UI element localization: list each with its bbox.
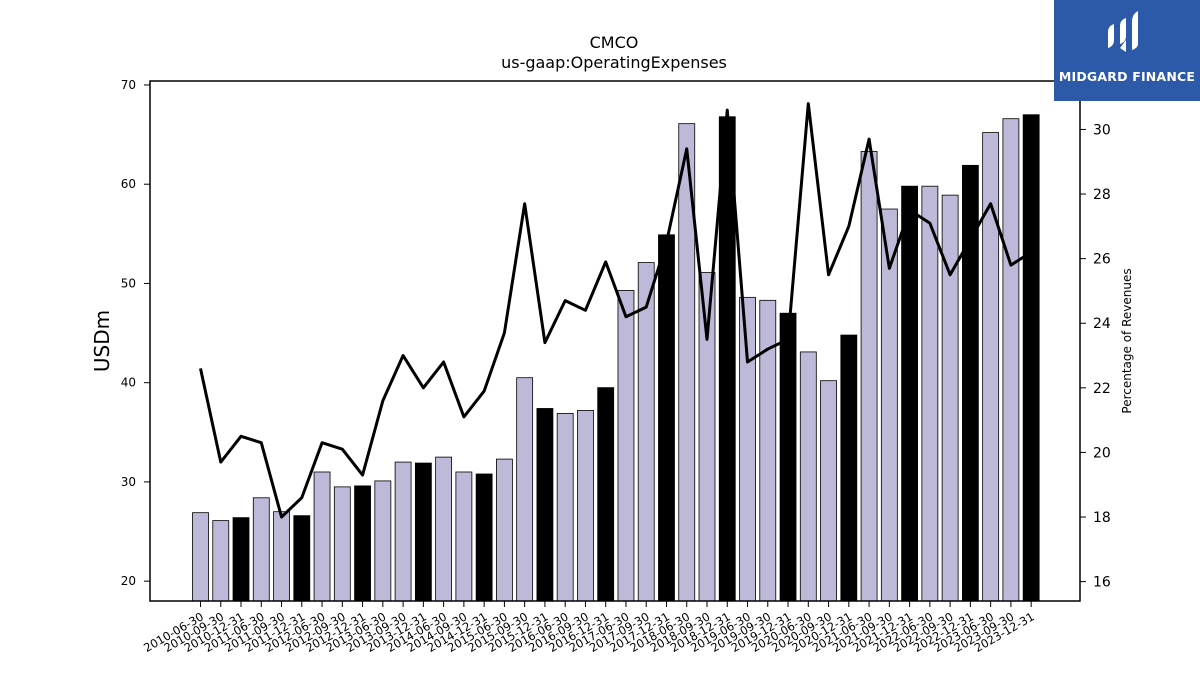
bar-2017-12-31	[658, 234, 675, 602]
bar-2011-06-30	[252, 497, 270, 602]
bar-2019-12-31	[779, 312, 797, 602]
bar-2019-06-30	[739, 296, 756, 602]
bar-2015-09-30	[516, 377, 534, 602]
y-axis-label: USDm	[90, 310, 114, 372]
brand-logo: MIDGARD FINANCE	[1054, 0, 1200, 101]
y-tick-label: 40	[121, 376, 136, 390]
bar-2010-09-30	[212, 520, 230, 602]
bar-2021-06-30	[860, 151, 878, 602]
bar-2012-09-30	[333, 486, 351, 602]
bar-2014-06-30	[435, 456, 453, 602]
bar-2012-12-31	[354, 485, 371, 602]
bar-2017-09-30	[637, 262, 655, 602]
y2-tick-label: 16	[1093, 575, 1111, 591]
bar-2020-12-31	[840, 334, 858, 602]
x-axis: 2010-06-302010-09-302010-12-312011-06-30…	[141, 601, 1037, 655]
y2-tick-label: 22	[1093, 381, 1111, 397]
bar-2022-09-30	[941, 194, 959, 602]
chart-title: CMCO	[590, 33, 639, 52]
percentage-line	[199, 102, 1032, 519]
bar-2021-12-31	[901, 185, 918, 602]
bar-2011-09-30	[273, 511, 290, 602]
bar-group	[192, 114, 1040, 602]
bar-2020-09-30	[820, 380, 837, 602]
bar-2014-12-31	[475, 473, 493, 602]
bar-2014-09-30	[455, 471, 473, 602]
y-axis: 20 30 40 50 60 70	[121, 78, 150, 588]
plot-frame	[149, 80, 1081, 602]
y-tick-label: 70	[121, 78, 136, 92]
bar-2013-09-30	[394, 461, 412, 602]
bar-2016-09-30	[577, 410, 594, 602]
bar-2016-06-30	[556, 413, 574, 602]
y2-tick-label: 30	[1093, 122, 1111, 138]
chart-subtitle: us-gaap:OperatingExpenses	[501, 53, 727, 72]
bar-2015-12-31	[536, 408, 554, 602]
y-tick-label: 20	[121, 574, 136, 588]
bar-2010-12-31	[232, 517, 250, 602]
y2-tick-label: 20	[1093, 445, 1111, 461]
bar-2016-12-31	[597, 387, 615, 602]
y2-tick-label: 26	[1093, 252, 1111, 268]
bar-2017-06-30	[617, 289, 635, 602]
bar-2023-12-31	[1022, 114, 1040, 602]
y2-axis-label: Percentage of Revenues	[1120, 268, 1134, 413]
y2-tick-label: 18	[1093, 510, 1111, 526]
bar-2010-06-30	[192, 512, 209, 602]
bar-2020-06-30	[799, 351, 817, 602]
bar-2018-09-30	[698, 272, 716, 602]
y-tick-label: 60	[121, 177, 136, 191]
y-tick-label: 50	[121, 276, 136, 290]
bar-2011-12-31	[293, 515, 311, 602]
bar-2012-06-30	[313, 471, 331, 602]
bar-2013-06-30	[374, 480, 392, 602]
y2-axis: 16 18 20 22 24 26 28 30	[1080, 122, 1111, 591]
bar-2013-12-31	[414, 462, 432, 602]
y-tick-label: 30	[121, 475, 136, 489]
midgard-logo-icon	[1108, 11, 1138, 52]
brand-name: MIDGARD FINANCE	[1058, 69, 1196, 84]
y2-tick-label: 28	[1093, 187, 1111, 203]
bar-2022-06-30	[921, 185, 939, 602]
y2-tick-label: 24	[1093, 316, 1111, 332]
bar-2023-09-30	[1002, 118, 1020, 602]
bar-2015-06-30	[495, 458, 513, 602]
